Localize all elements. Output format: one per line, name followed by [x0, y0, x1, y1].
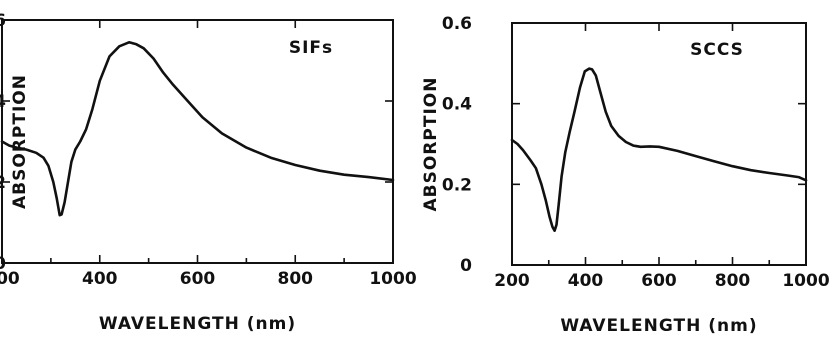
sifs-x-tick-label-200: 200 [0, 269, 20, 289]
sccs-x-tick-label-600: 600 [641, 271, 677, 291]
sccs-x-tick-label-200: 200 [494, 271, 530, 291]
sccs-x-tick-label-400: 400 [568, 271, 604, 291]
sifs-y-tick-label-0-4: 0.4 [0, 92, 6, 112]
sccs-absorption-curve [510, 67, 808, 232]
sifs-y-tick-label-0-6: 0.6 [0, 11, 6, 31]
sifs-x-tick-label-800: 800 [278, 269, 314, 289]
sccs-x-tick-label-800: 800 [715, 271, 751, 291]
sifs-x-axis-title: WAVELENGTH (nm) [99, 314, 296, 334]
sifs-x-tick-label-400: 400 [82, 269, 118, 289]
sifs-y-tick-label-0: 0 [0, 254, 6, 274]
sifs-y-axis-title: ABSORPTION [10, 74, 30, 209]
sccs-y-tick-label-0: 0 [460, 256, 472, 276]
sccs-y-tick-label-0-6: 0.6 [442, 14, 472, 34]
sccs-y-tick-label-0-2: 0.2 [442, 175, 472, 195]
sifs-y-tick-label-0-2: 0.2 [0, 173, 6, 193]
sccs-x-axis-title: WAVELENGTH (nm) [560, 316, 757, 336]
sccs-y-tick-label-0-4: 0.4 [442, 95, 472, 115]
sifs-panel-label: SIFs [289, 38, 333, 58]
sifs-x-tick-label-600: 600 [180, 269, 216, 289]
sccs-y-axis-title: ABSORPTION [421, 77, 441, 212]
sifs-chart-panel: 200 400 600 800 1000 0 0.2 0.4 0.6 WAVELENGTH (nm… [0, 11, 417, 334]
sifs-x-tick-label-1000: 1000 [369, 269, 416, 289]
sccs-chart-panel: 200 400 600 800 1000 0 0.2 0.4 0.6 WAVELENGTH (nm… [421, 14, 830, 336]
sifs-plot-frame [1, 19, 394, 264]
sccs-panel-label: SCCS [690, 40, 744, 60]
sifs-absorption-curve [0, 41, 395, 217]
sccs-x-tick-label-1000: 1000 [782, 271, 829, 291]
